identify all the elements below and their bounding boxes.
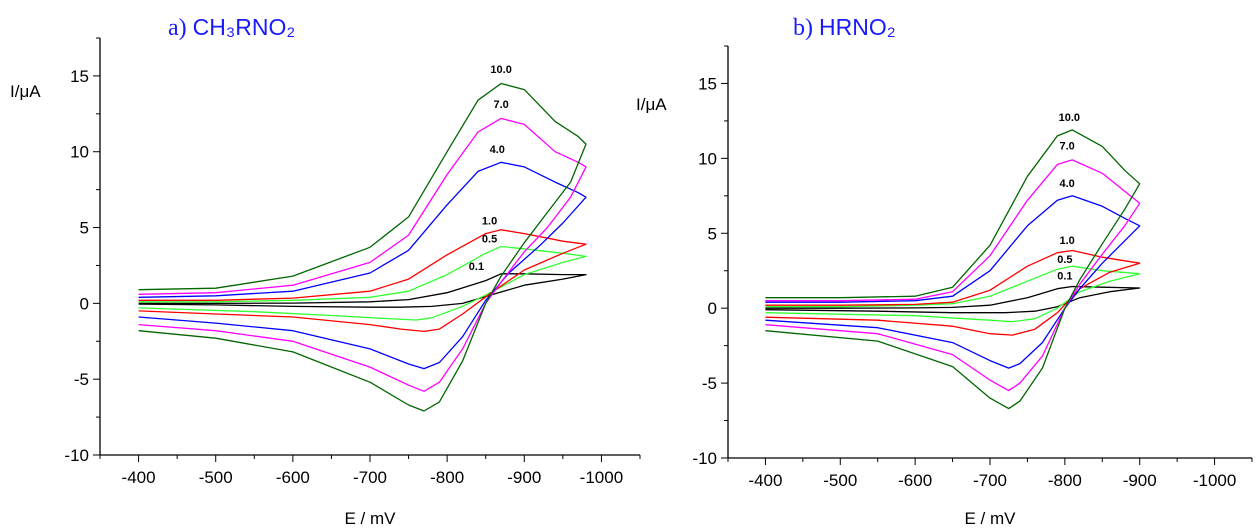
panel-b-curve-label: 1.0 [1059,235,1074,247]
panel-b-x-tick-label: -800 [1048,471,1082,490]
panel-a-curve-label: 10.0 [490,64,511,76]
panel-b-series-4-0 [765,195,1141,369]
panel-b-curve-label: 7.0 [1059,140,1074,152]
panel-a-curve-label: 0.5 [482,234,497,246]
panel-b-x-tick-label: -1000 [1193,471,1236,490]
panel-a-series-4-0 [138,161,587,370]
panel-a-series-7-0 [138,117,587,392]
panel-b-prefix: b) [793,15,819,41]
panel-b-y-tick-label: -10 [692,449,717,468]
panel-b-curve-label: 10.0 [1059,112,1080,124]
panel-a-curve-label: 7.0 [493,99,508,111]
panel-a-y-tick-label: 10 [70,143,89,162]
panel-a-title: a) CH₃RNO₂ [168,14,295,42]
panel-b-x-tick-label: -500 [823,471,857,490]
panel-a-curve-label: 4.0 [490,144,505,156]
panel-b-series-1-0 [765,249,1141,336]
panel-b-curve-label: 4.0 [1059,178,1074,190]
panel-b-y-tick-label: 15 [698,74,717,93]
panel-a: -10 -5 0 5 10 15 -400 -500 -600 -700 -800 -900 -1000… [10,37,641,528]
panel-a-series-10-0 [138,82,587,412]
panel-a-y-tick-label: -5 [74,370,89,389]
panel-b-y-tick-label: 0 [708,299,717,318]
panel-a-y-tick-label: 5 [80,219,89,238]
panel-b: -10 -5 0 5 10 15 -400 -500 -600 -700 -800 -900 -1000… [636,45,1253,528]
panel-b-curve-label: 0.1 [1057,271,1072,283]
panel-b-y-tick-label: 5 [708,224,717,243]
panel-a-x-tick-label: -800 [430,468,464,487]
panel-b-y-axis-label: I/μA [636,95,667,114]
panel-a-y-tick-label: 0 [80,294,89,313]
panel-a-x-tick-label: -700 [353,468,387,487]
panel-b-x-tick-label: -700 [973,471,1007,490]
panel-b-y-tick-label: -5 [702,374,717,393]
panel-a-x-tick-label: -900 [507,468,541,487]
panel-a-series-1-0 [138,229,587,333]
panel-a-x-tick-label: -600 [276,468,310,487]
panel-a-x-tick-label: -500 [199,468,233,487]
panel-a-y-axis-label: I/μA [10,82,41,101]
panel-b-y-tick-label: 10 [698,149,717,168]
panel-b-x-axis-label: E / mV [964,509,1016,528]
panel-a-compound: CH₃RNO₂ [192,14,296,40]
panel-b-series-0-5 [765,265,1141,323]
panel-b-series-0-1 [765,285,1141,314]
panel-a-x-axis-label: E / mV [344,509,396,528]
panel-a-y-tick-label: -10 [64,446,89,465]
panel-a-curve-label: 0.1 [469,261,484,273]
panel-a-series-0-5 [138,245,587,321]
panel-a-prefix: a) [168,15,193,41]
panel-a-curve-label: 1.0 [482,216,497,228]
panel-a-x-tick-label: -1000 [580,468,623,487]
panel-b-x-tick-label: -600 [898,471,932,490]
panel-a-x-tick-label: -400 [122,468,156,487]
panel-b-x-tick-label: -900 [1123,471,1157,490]
panel-b-compound: HRNO₂ [819,14,896,40]
panel-b-series-7-0 [765,159,1141,392]
panel-a-y-tick-label: 15 [70,67,89,86]
panel-b-curve-label: 0.5 [1057,254,1072,266]
panel-b-series-10-0 [765,129,1141,410]
panel-b-x-tick-label: -400 [748,471,782,490]
panel-b-title: b) HRNO₂ [793,14,896,42]
panel-a-series-0-1 [138,273,587,308]
